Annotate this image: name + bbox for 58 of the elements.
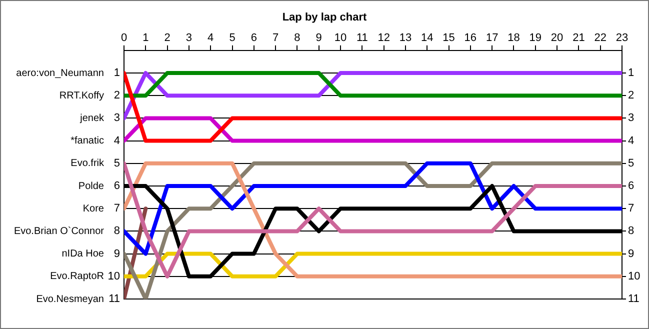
x-tick-label: 9 [316,32,322,44]
y-tick-label: 4 [114,134,120,147]
y2-tick-label: 5 [628,157,634,170]
y-tick-label: 10 [108,270,120,282]
x-tick-label: 5 [229,32,236,44]
x-tick-label: 6 [250,32,257,44]
x-tick-label: 19 [529,32,542,44]
text: Kore [82,203,104,214]
y-tick-label: 1 [114,67,120,80]
text: *fanatic [70,136,104,147]
x-tick-label: 16 [464,32,477,44]
x-tick-label: 0 [120,32,128,44]
y-tick-label: 2 [114,90,120,102]
y2-tick-label: 1 [628,67,634,80]
x-tick-label: 1 [142,32,149,44]
x-tick-label: 14 [421,32,434,44]
y2-tick-label: 9 [628,248,634,260]
y2-tick-label: 7 [628,202,634,215]
chart-title: Lap by lap chart [282,12,368,24]
text: Evo.Brian O`Connor [14,226,105,237]
text: nIDa Hoe [62,248,104,260]
x-tick-label: 17 [486,32,498,44]
y2-tick-label: 2 [628,90,634,102]
y-tick-label: 11 [108,293,120,306]
x-tick-label: 18 [508,32,520,44]
y-tick-label: 3 [114,112,120,124]
text: jenek [79,112,105,124]
text: Polde [78,180,104,192]
x-tick-label: 20 [550,32,564,44]
text: Evo.frik [70,158,105,170]
y-tick-label: 8 [114,225,120,238]
x-tick-label: 10 [334,32,347,44]
x-tick-label: 12 [378,32,390,44]
y-tick-label: 9 [114,248,120,260]
x-tick-label: 2 [164,32,170,44]
x-tick-label: 11 [356,32,368,44]
x-tick-label: 23 [616,32,628,44]
text: aero:von_Neumann [16,68,104,79]
y-tick-label: 6 [114,180,120,192]
y-tick-label: 5 [114,157,120,170]
y2-tick-label: 8 [628,225,634,238]
x-tick-label: 21 [572,32,585,44]
x-tick-label: 22 [594,32,606,44]
x-tick-label: 4 [208,32,214,44]
x-tick-label: 8 [294,32,300,44]
y2-tick-label: 10 [628,270,640,282]
y2-tick-label: 4 [628,134,634,147]
text: RRT.Koffy [59,90,104,102]
y2-tick-label: 6 [628,180,634,192]
text: Evo.RaptoR [50,271,104,282]
x-tick-label: 3 [186,32,192,44]
y2-tick-label: 11 [628,293,640,306]
y-tick-label: 7 [114,202,120,215]
x-tick-label: 15 [442,32,455,44]
y2-tick-label: 3 [628,112,634,124]
text: Evo.Nesmeyan [36,294,104,305]
x-tick-label: 7 [272,32,279,44]
x-tick-label: 13 [399,32,412,44]
